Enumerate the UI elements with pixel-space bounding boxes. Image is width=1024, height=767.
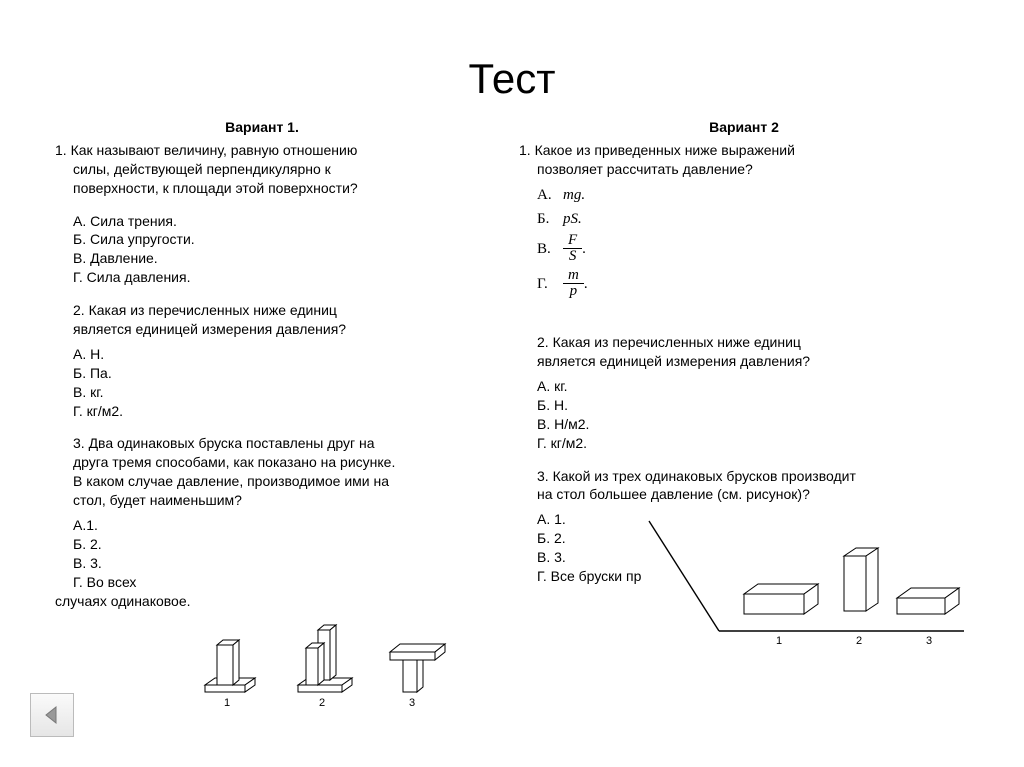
v2-q3-line1: 3. Какой из трех одинаковых брусков прои… — [537, 467, 969, 486]
v2-fA-label: А. — [537, 185, 563, 205]
arrow-left-icon — [41, 704, 63, 726]
v1-q3-c: В. 3. — [73, 554, 469, 573]
v1-fig-label-3: 3 — [409, 697, 415, 709]
v1-q1-b: Б. Сила упругости. — [73, 230, 469, 249]
v2-fA: А. mg. — [537, 185, 969, 205]
v2-fD: Г. m p . — [537, 268, 969, 299]
v2-q2-c: В. Н/м2. — [537, 415, 969, 434]
v2-q1-line1: 1. Какое из приведенных ниже выражений — [519, 141, 969, 160]
v2-fig-label-2: 2 — [856, 635, 862, 647]
v2-fC-den: S — [564, 249, 582, 264]
v2-fD-label: Г. — [537, 274, 563, 294]
v2-fB-expr: pS. — [563, 209, 582, 229]
v1-q2-a: А. Н. — [73, 345, 469, 364]
v1-q3-line2: друга тремя способами, как показано на р… — [73, 453, 469, 472]
v1-q1-line2: силы, действующей перпендикулярно к — [55, 160, 469, 179]
v1-q3-line3: В каком случае давление, производимое им… — [73, 472, 469, 491]
v2-q2-line2: является единицей измерения давления? — [537, 352, 969, 371]
back-button[interactable] — [30, 693, 74, 737]
v1-q3: 3. Два одинаковых бруска поставлены друг… — [55, 434, 469, 510]
v1-q1-line3: поверхности, к площади этой поверхности? — [55, 179, 469, 198]
v2-q1-line2: позволяет рассчитать давление? — [519, 160, 969, 179]
v1-figure-svg: 1 2 — [195, 620, 455, 710]
v2-fD-fraction: m p — [563, 268, 584, 299]
v1-figure: 1 2 — [55, 620, 469, 710]
v2-q3: 3. Какой из трех одинаковых брусков прои… — [519, 467, 969, 505]
v2-q3-line2: на стол большее давление (см. рисунок)? — [537, 485, 969, 504]
v2-fig-label-1: 1 — [776, 635, 782, 647]
v1-q3-answers: А.1. Б. 2. В. 3. Г. Во всех — [55, 516, 469, 592]
v2-fC-label: В. — [537, 239, 563, 259]
v1-q1-a: А. Сила трения. — [73, 212, 469, 231]
variant1-heading: Вариант 1. — [55, 118, 469, 137]
v1-q2-answers: А. Н. Б. Па. В. кг. Г. кг/м2. — [55, 345, 469, 421]
v1-q2-d: Г. кг/м2. — [73, 402, 469, 421]
v1-q2-b: Б. Па. — [73, 364, 469, 383]
v1-q1-line1: 1. Как называют величину, равную отношен… — [55, 141, 469, 160]
v1-q3-d2: случаях одинаковое. — [55, 592, 469, 611]
v2-figure: 1 2 3 — [639, 516, 969, 656]
v2-fig-label-3: 3 — [926, 635, 932, 647]
columns-wrapper: Вариант 1. 1. Как называют величину, рав… — [0, 118, 1024, 710]
v1-q2: 2. Какая из перечисленных ниже единиц яв… — [55, 301, 469, 339]
v1-fig-label-1: 1 — [224, 697, 230, 709]
v2-q2-b: Б. Н. — [537, 396, 969, 415]
page-title: Тест — [0, 0, 1024, 118]
v2-q2-d: Г. кг/м2. — [537, 434, 969, 453]
v2-q1: 1. Какое из приведенных ниже выражений п… — [519, 141, 969, 179]
v1-q1: 1. Как называют величину, равную отношен… — [55, 141, 469, 198]
v1-q3-line1: 3. Два одинаковых бруска поставлены друг… — [73, 434, 469, 453]
variant2-heading: Вариант 2 — [519, 118, 969, 137]
v1-fig-label-2: 2 — [319, 697, 325, 709]
v1-q1-answers: А. Сила трения. Б. Сила упругости. В. Да… — [55, 212, 469, 288]
v1-q3-d1: Г. Во всех — [73, 573, 469, 592]
v2-q2-a: А. кг. — [537, 377, 969, 396]
v2-fC-fraction: F S — [563, 233, 582, 264]
v1-q2-line2: является единицей измерения давления? — [73, 320, 469, 339]
v1-q1-d: Г. Сила давления. — [73, 268, 469, 287]
v1-q2-c: В. кг. — [73, 383, 469, 402]
v2-q2-line1: 2. Какая из перечисленных ниже единиц — [537, 333, 969, 352]
v2-fB: Б. pS. — [537, 209, 969, 229]
v1-q3-b: Б. 2. — [73, 535, 469, 554]
v2-fB-label: Б. — [537, 209, 563, 229]
v2-fC-num: F — [563, 233, 582, 249]
v2-fD-num: m — [563, 268, 584, 284]
v2-q2: 2. Какая из перечисленных ниже единиц яв… — [519, 333, 969, 371]
v2-fC: В. F S . — [537, 233, 969, 264]
v2-figure-svg: 1 2 3 — [639, 516, 969, 656]
v1-q3-line4: стол, будет наименьшим? — [73, 491, 469, 510]
v1-q3-a: А.1. — [73, 516, 469, 535]
v1-q1-c: В. Давление. — [73, 249, 469, 268]
v2-q1-formulas: А. mg. Б. pS. В. F S . Г. m p — [519, 185, 969, 300]
variant-1-column: Вариант 1. 1. Как называют величину, рав… — [30, 118, 494, 710]
v2-fD-den: p — [565, 284, 583, 299]
v2-fA-expr: mg. — [563, 185, 585, 205]
v2-q2-answers: А. кг. Б. Н. В. Н/м2. Г. кг/м2. — [519, 377, 969, 453]
v1-q2-line1: 2. Какая из перечисленных ниже единиц — [73, 301, 469, 320]
variant-2-column: Вариант 2 1. Какое из приведенных ниже в… — [494, 118, 994, 710]
